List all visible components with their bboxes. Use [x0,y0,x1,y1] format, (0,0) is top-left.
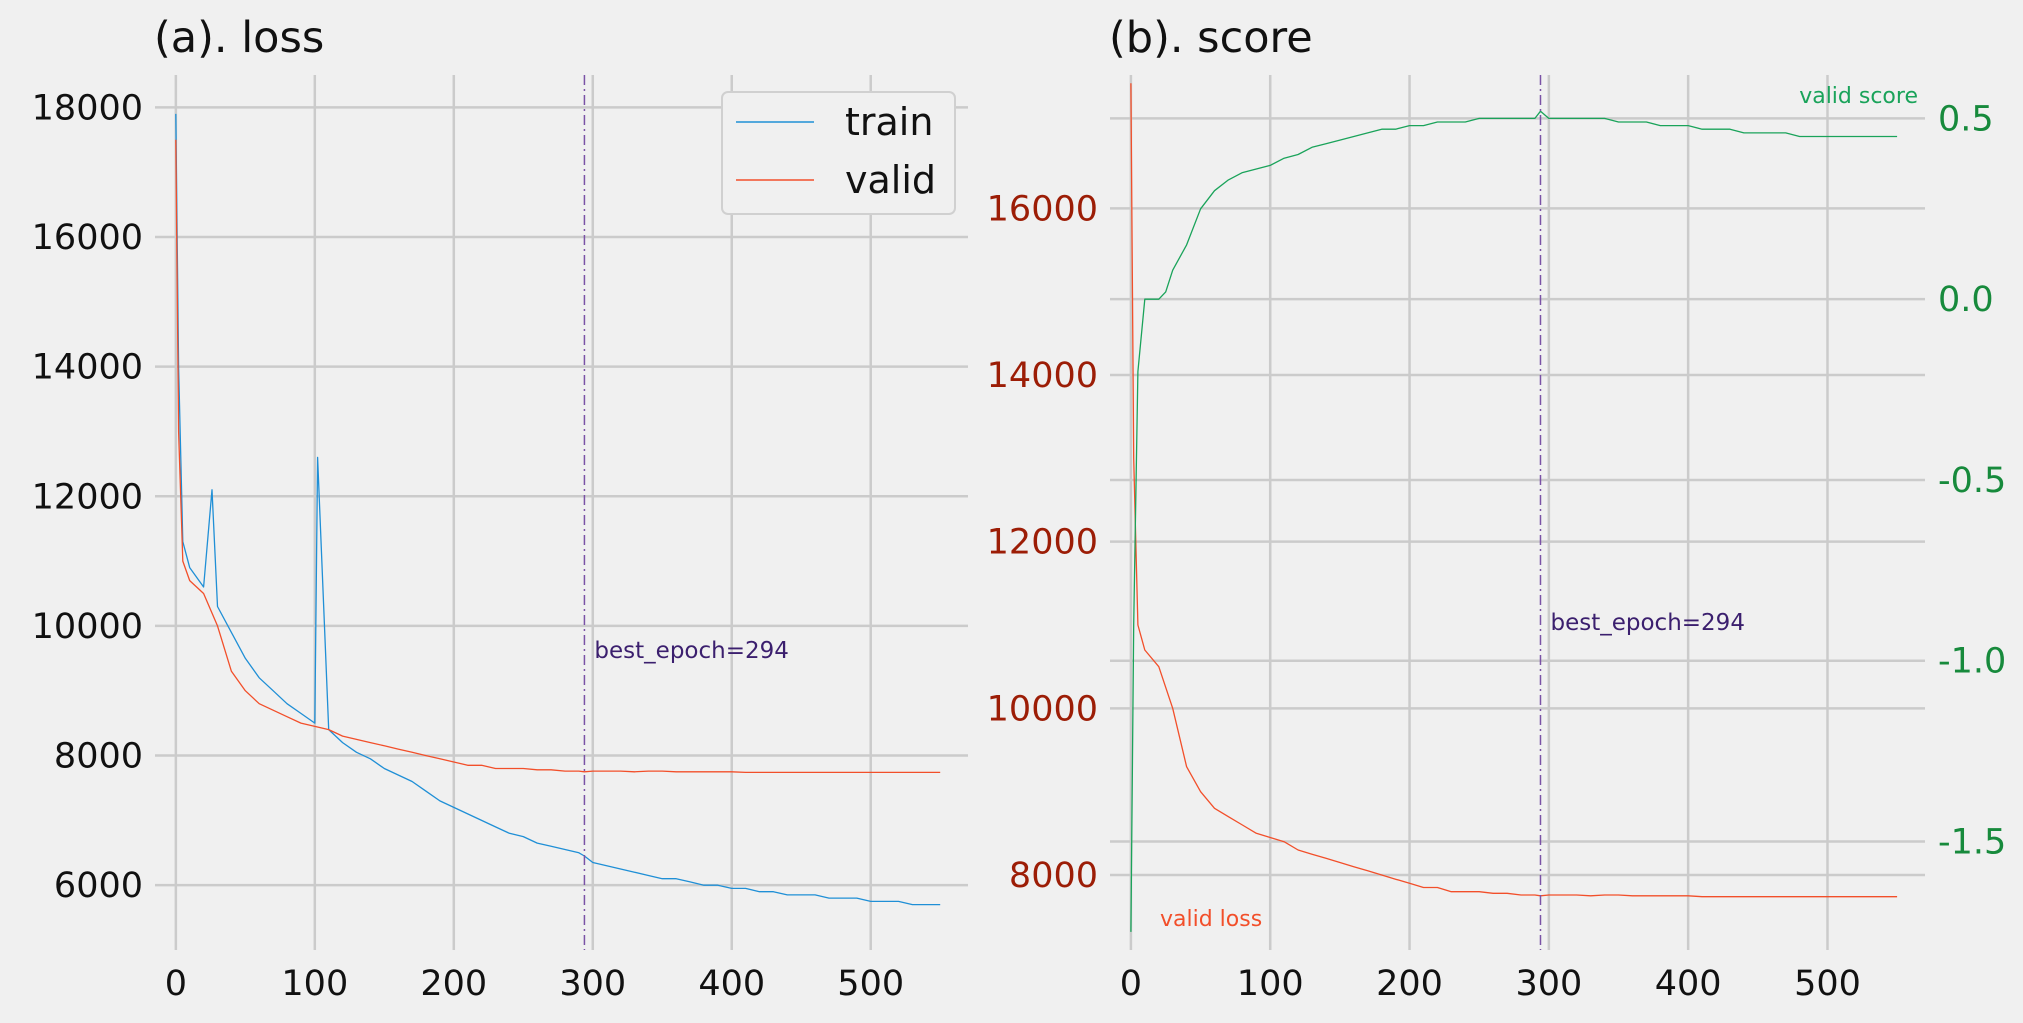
y-tick-label: 16000 [32,218,143,258]
score-chart-series [1130,83,1898,932]
score-chart-grid [1110,75,1925,950]
left-y-tick-label: 10000 [987,689,1098,729]
score-chart-x-ticks: 0 100 200 300 400 500 [1120,964,1861,1004]
y-tick-label: 8000 [54,737,143,777]
loss-chart-best-epoch: best_epoch=294 [583,75,789,950]
loss-chart-legend: train valid [721,91,956,215]
score-chart-right-y-ticks: 0.5 0.0 -0.5 -1.0 -1.5 [1938,99,2006,862]
series-line-valid-loss [1130,83,1898,898]
loss-chart-grid [155,75,968,950]
legend-valid-label: valid [845,158,936,202]
x-tick-label: 400 [1655,964,1722,1004]
left-y-tick-label: 12000 [987,523,1098,563]
right-y-tick-label: 0.0 [1938,280,1994,320]
x-tick-label: 200 [1376,964,1443,1004]
valid-loss-label: valid loss [1160,907,1262,932]
loss-chart-series [175,113,941,906]
x-tick-label: 300 [559,964,626,1004]
y-tick-label: 18000 [32,88,143,128]
score-chart-left-y-ticks: 8000 10000 12000 14000 16000 [987,189,1098,896]
x-tick-label: 300 [1515,964,1582,1004]
loss-chart-x-ticks: 0 100 200 300 400 500 [165,964,904,1004]
y-tick-label: 10000 [32,607,143,647]
x-tick-label: 0 [165,964,187,1004]
x-tick-label: 0 [1120,964,1142,1004]
x-tick-label: 200 [420,964,487,1004]
x-tick-label: 400 [698,964,765,1004]
y-tick-label: 14000 [32,348,143,388]
legend-train-label: train [845,100,933,144]
right-y-tick-label: 0.5 [1938,99,1994,139]
right-y-tick-label: -0.5 [1938,461,2006,501]
x-tick-label: 100 [1237,964,1304,1004]
loss-chart-y-ticks: 6000 8000 10000 12000 14000 16000 18000 [32,88,143,906]
right-y-tick-label: -1.5 [1938,823,2006,863]
series-line-valid [175,139,941,774]
series-line-valid-score [1130,110,1898,932]
valid-score-label: valid score [1799,84,1918,109]
loss-chart-title: (a). loss [154,13,324,63]
y-tick-label: 12000 [32,477,143,517]
x-tick-label: 100 [281,964,348,1004]
score-chart: (b). score best_epoch=294 0 100 200 300 400 5… [987,13,2007,1004]
x-tick-label: 500 [837,964,904,1004]
score-chart-best-epoch: best_epoch=294 [1539,75,1745,950]
loss-chart: (a). loss best_epoch=294 0 100 200 300 400 50… [32,13,968,1004]
left-y-tick-label: 16000 [987,189,1098,229]
series-line-train [175,113,941,906]
best-epoch-label: best_epoch=294 [1550,610,1744,636]
x-tick-label: 500 [1794,964,1861,1004]
score-chart-title: (b). score [1109,13,1313,63]
best-epoch-label: best_epoch=294 [594,638,788,664]
left-y-tick-label: 14000 [987,356,1098,396]
y-tick-label: 6000 [54,866,143,906]
left-y-tick-label: 8000 [1009,856,1098,896]
right-y-tick-label: -1.0 [1938,642,2006,682]
